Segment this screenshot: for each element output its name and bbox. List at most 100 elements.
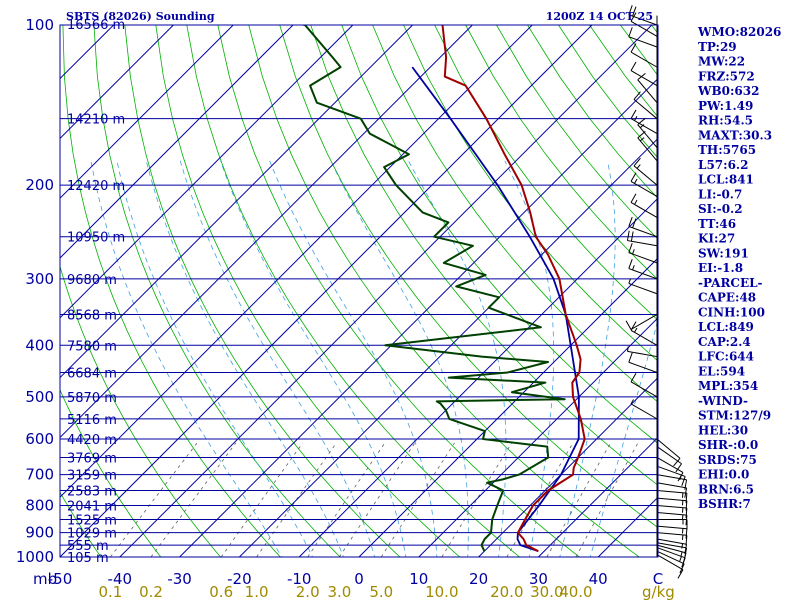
- index-entry: SW:191: [698, 246, 749, 260]
- pressure-tick-label: 900: [25, 524, 54, 542]
- isotherm: [60, 25, 473, 439]
- wind-barb-shaft: [656, 554, 684, 571]
- wind-barb-shaft: [656, 512, 687, 516]
- mixing-ratio-tick-label: 0.6: [209, 583, 233, 600]
- temperature-tick-labels: -50 -40 -30 -20 -10 0 10 20 30 40: [48, 570, 608, 588]
- mixing-ratio-line: [441, 442, 513, 557]
- wind-barb: [656, 482, 688, 498]
- wind-barb-shaft: [656, 474, 687, 481]
- mixing-ratio-tick-label: 5.0: [369, 583, 393, 600]
- index-entry: EL:594: [698, 364, 745, 378]
- dry-adiabat: [217, 25, 581, 557]
- temperature-tick-label: -50: [48, 570, 73, 588]
- wind-barb: [630, 172, 658, 197]
- wind-barb-shaft: [656, 438, 681, 459]
- wind-barb-shaft: [630, 20, 658, 37]
- wind-barb-shaft: [628, 36, 658, 48]
- wind-barb-flag: [630, 193, 637, 203]
- wind-barb-shaft: [630, 381, 658, 398]
- wind-barb-flag: [685, 528, 688, 539]
- chart-title: SBTS (82026) Sounding: [66, 10, 215, 23]
- wind-barb-half-flag: [630, 399, 634, 405]
- wind-barb-flag: [625, 320, 632, 330]
- isotherm: [478, 376, 658, 557]
- wind-barb: [625, 314, 658, 330]
- wind-barb-shaft: [627, 350, 658, 358]
- wind-barb-shaft: [630, 314, 658, 330]
- temperature-trace: [439, 25, 586, 553]
- index-entry: SI:-0.2: [698, 202, 743, 216]
- index-entry: BRN:6.5: [698, 482, 754, 496]
- wind-barb-shaft: [628, 252, 658, 264]
- wind-barb: [628, 243, 658, 264]
- wind-barb-flag: [685, 515, 688, 526]
- index-entry: L57:6.2: [698, 158, 748, 172]
- index-entry: KI:27: [698, 232, 735, 246]
- moist-adiabat: [145, 160, 344, 557]
- dry-adiabat: [60, 265, 222, 557]
- wind-barb-flag: [684, 487, 688, 498]
- wind-barb-flag: [679, 563, 685, 574]
- mixing-ratio-tick-label: 20.0: [490, 583, 523, 600]
- isotherm: [239, 137, 658, 557]
- isotherm: [60, 25, 294, 259]
- wind-barb: [656, 438, 681, 467]
- wind-barb: [630, 399, 658, 420]
- wind-barb-flag: [630, 172, 637, 182]
- index-entry: LI:-0.7: [698, 187, 742, 201]
- index-entry: LCL:849: [698, 320, 754, 334]
- dry-adiabat: [372, 25, 658, 403]
- index-entry: HEL:30: [698, 423, 748, 437]
- wind-barb: [630, 61, 658, 87]
- moist-adiabat: [408, 160, 507, 557]
- dry-adiabat: [310, 25, 658, 486]
- moist-adiabat: [504, 160, 555, 557]
- wind-barb-shaft: [637, 124, 658, 148]
- wind-barb-shaft: [656, 544, 687, 554]
- dry-adiabat: [62, 25, 281, 557]
- wind-barb: [656, 474, 688, 490]
- wind-barb-shaft: [630, 118, 658, 135]
- dry-adiabat: [60, 491, 102, 557]
- wind-barb: [656, 457, 684, 482]
- height-label: 2041 m: [67, 499, 117, 514]
- mixing-ratio-line: [110, 442, 198, 557]
- wind-barb-shaft: [656, 550, 685, 565]
- index-entry: EI:-1.8: [698, 261, 743, 275]
- dry-adiabat: [124, 25, 401, 557]
- wind-barb-flag: [684, 479, 688, 490]
- wind-barb-flag: [628, 258, 633, 269]
- mixing-ratio-tick-labels: 0.1 0.2 0.6 1.0 2.0 3.0 5.0 10.0 20.0 30.040.0: [98, 583, 592, 600]
- height-label: 12420 m: [67, 179, 125, 194]
- wind-barb-shaft: [656, 490, 687, 494]
- wind-barbs: [625, 5, 688, 579]
- wind-barb-flag: [628, 352, 633, 363]
- index-entry: LCL:841: [698, 173, 754, 187]
- wind-barb-half-flag: [639, 124, 645, 129]
- height-label: 3769 m: [67, 452, 117, 467]
- isotherm: [119, 25, 653, 557]
- height-label: 10950 m: [67, 231, 125, 246]
- wind-barb-shaft: [656, 497, 687, 502]
- mixing-ratio-tick-label: 0.2: [139, 583, 163, 600]
- mixing-ratio-tick-label: 30.0: [530, 583, 563, 600]
- mixing-ratio-tick-label: 0.1: [98, 583, 122, 600]
- mixing-ratio-tick-label: 40.0: [559, 583, 592, 600]
- wind-barb-half-flag: [626, 346, 629, 352]
- temperature-tick-label: 0: [354, 570, 364, 588]
- height-label: 555 m: [67, 539, 109, 554]
- mixing-ratio-unit-label: g/kg: [642, 583, 675, 600]
- wind-barb-flag: [633, 157, 641, 167]
- wind-barb: [656, 525, 688, 539]
- wind-barb-shaft: [627, 240, 658, 247]
- mixing-ratio-line: [380, 442, 455, 557]
- isotherm: [60, 25, 593, 557]
- index-entry: EHI:0.0: [698, 468, 749, 482]
- pressure-tick-label: 400: [25, 336, 54, 354]
- mixing-ratio-line: [575, 442, 639, 557]
- index-entry: MPL:354: [698, 379, 758, 393]
- height-label: 3159 m: [67, 469, 117, 484]
- index-entry: MW:22: [698, 55, 745, 69]
